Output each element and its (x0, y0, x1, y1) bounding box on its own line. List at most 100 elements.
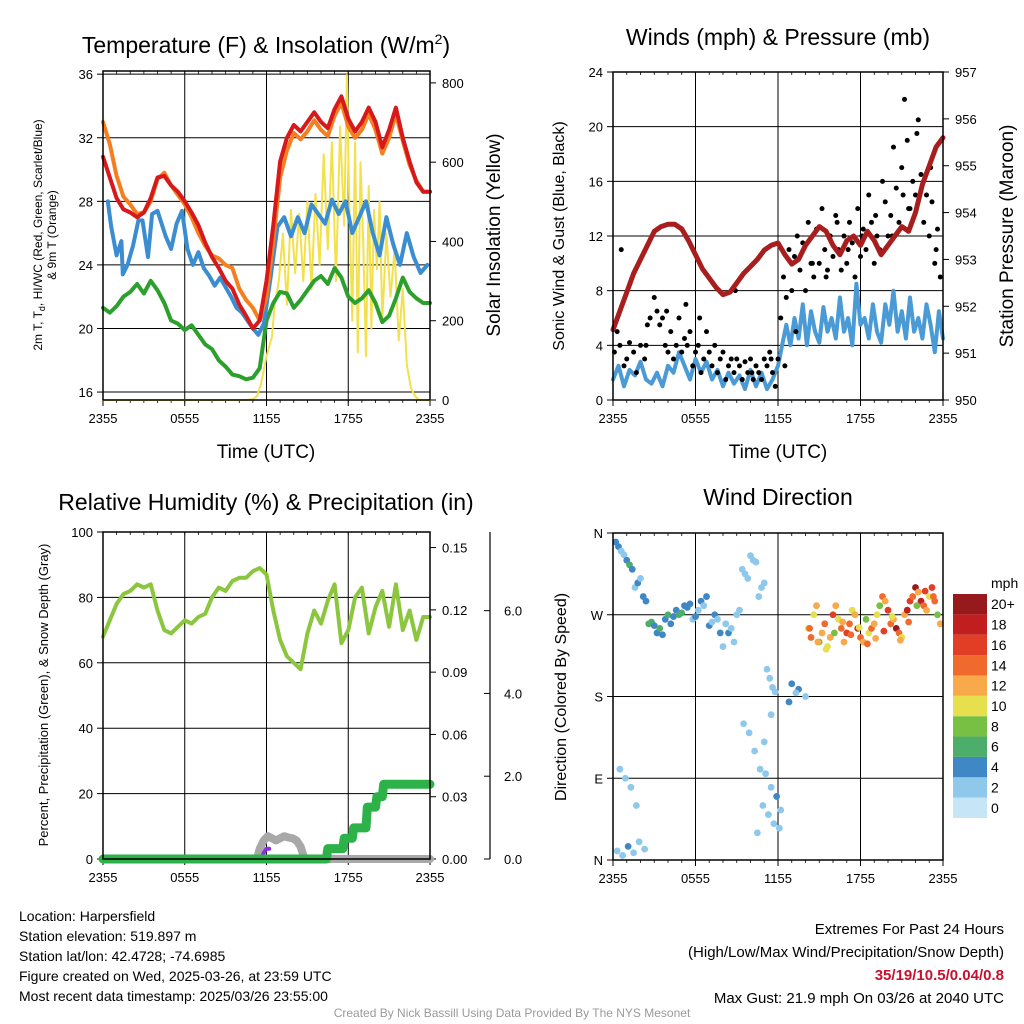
gust-point (695, 342, 701, 348)
y-tick-label: 12 (589, 229, 603, 244)
gust-point (926, 233, 932, 239)
direction-point (722, 620, 730, 628)
direction-point (613, 847, 621, 855)
direction-point (847, 631, 855, 639)
gust-point (915, 117, 921, 123)
colorbar-label: 6 (991, 739, 999, 755)
gust-point (644, 322, 650, 328)
direction-point (840, 638, 848, 646)
extremes-info: Extremes For Past 24 Hours (High/Low/Max… (688, 918, 1004, 1010)
direction-point (839, 618, 847, 626)
gust-point (778, 315, 784, 321)
gust-point (618, 247, 624, 253)
direction-point (650, 622, 658, 630)
y-tick-label: 20 (589, 120, 603, 135)
direction-point (802, 693, 809, 700)
gust-point (880, 178, 885, 184)
elevation-text: Station elevation: 519.897 m (19, 928, 197, 944)
direction-point (694, 606, 702, 614)
colorbar-title: mph (991, 575, 1018, 591)
direction-point (621, 774, 629, 782)
direction-point (642, 597, 650, 605)
gust-point (816, 260, 822, 266)
colorbar-swatch (953, 756, 987, 778)
y2-axis-label: Station Pressure (Maroon) (997, 125, 1018, 348)
y2-tick-label: 952 (955, 299, 977, 314)
y2-tick-label: 950 (955, 393, 977, 408)
direction-point (903, 606, 911, 614)
gust-point (937, 274, 943, 280)
y-tick-label: N (594, 853, 603, 868)
x-axis-label: Time (UTC) (217, 442, 316, 463)
direction-point (762, 770, 770, 778)
gust-point (627, 340, 632, 346)
direction-point (909, 593, 917, 600)
y-tick-label: 20 (79, 787, 93, 802)
gust-point (775, 356, 781, 362)
direction-point (703, 593, 710, 600)
direction-point (905, 618, 913, 626)
y2-tick-label: 800 (442, 76, 464, 91)
gust-point (906, 206, 912, 212)
y2-tick-label: 600 (442, 155, 464, 170)
direction-point (763, 665, 771, 673)
gust-point (874, 233, 880, 239)
y-axis-label: Direction (Colored By Speed) (553, 593, 570, 801)
direction-point (876, 602, 884, 610)
gust-point (671, 356, 676, 362)
gust-point (855, 206, 861, 212)
y2-tick-label: 954 (955, 206, 977, 221)
series-line (99, 832, 434, 863)
direction-point (832, 602, 840, 610)
gust-point (682, 336, 687, 341)
direction-point (641, 845, 649, 853)
gust-point (793, 329, 799, 335)
x-tick-label: 1755 (846, 871, 875, 886)
y-tick-label: 8 (596, 284, 603, 299)
series-line (101, 566, 432, 672)
colorbar-label: 10 (991, 698, 1007, 714)
direction-point (773, 793, 781, 800)
direction-point (745, 729, 753, 737)
gust-point (819, 206, 825, 212)
gust-point (687, 329, 693, 335)
direction-point (870, 620, 878, 628)
gust-point (715, 370, 720, 376)
gust-point (772, 383, 778, 389)
direction-point (759, 802, 767, 809)
colorbar-label: 4 (991, 759, 999, 775)
gust-point (783, 295, 789, 300)
gust-point (809, 260, 815, 266)
colorbar-label: 16 (991, 637, 1007, 653)
direction-point (788, 680, 796, 688)
direction-point (818, 629, 826, 637)
y-tick-label: N (594, 526, 603, 541)
gust-point (717, 356, 723, 362)
gust-point (726, 363, 731, 369)
x-tick-label: 1155 (253, 870, 281, 885)
gust-point (811, 274, 817, 280)
direction-point (846, 620, 853, 628)
gust-point (838, 267, 844, 273)
direction-point (884, 606, 892, 614)
gust-point (737, 363, 742, 369)
gust-point (833, 213, 839, 218)
x-tick-label: 1755 (334, 870, 363, 885)
gust-point (845, 247, 851, 253)
direction-point (620, 551, 628, 559)
direction-point (872, 634, 880, 642)
gust-point (797, 267, 803, 273)
y2-tick-label: 955 (955, 159, 977, 174)
direction-point (767, 783, 775, 791)
gust-point (847, 219, 852, 225)
y3-tick-label: 0.0 (504, 852, 522, 867)
gust-point (624, 356, 630, 362)
gust-point (706, 349, 712, 355)
gust-point (786, 247, 792, 253)
x-tick-label: 1755 (334, 411, 363, 426)
gust-point (863, 247, 869, 253)
gust-point (638, 342, 643, 348)
direction-point (807, 634, 815, 641)
chart-title: Winds (mph) & Pressure (mb) (626, 24, 930, 50)
